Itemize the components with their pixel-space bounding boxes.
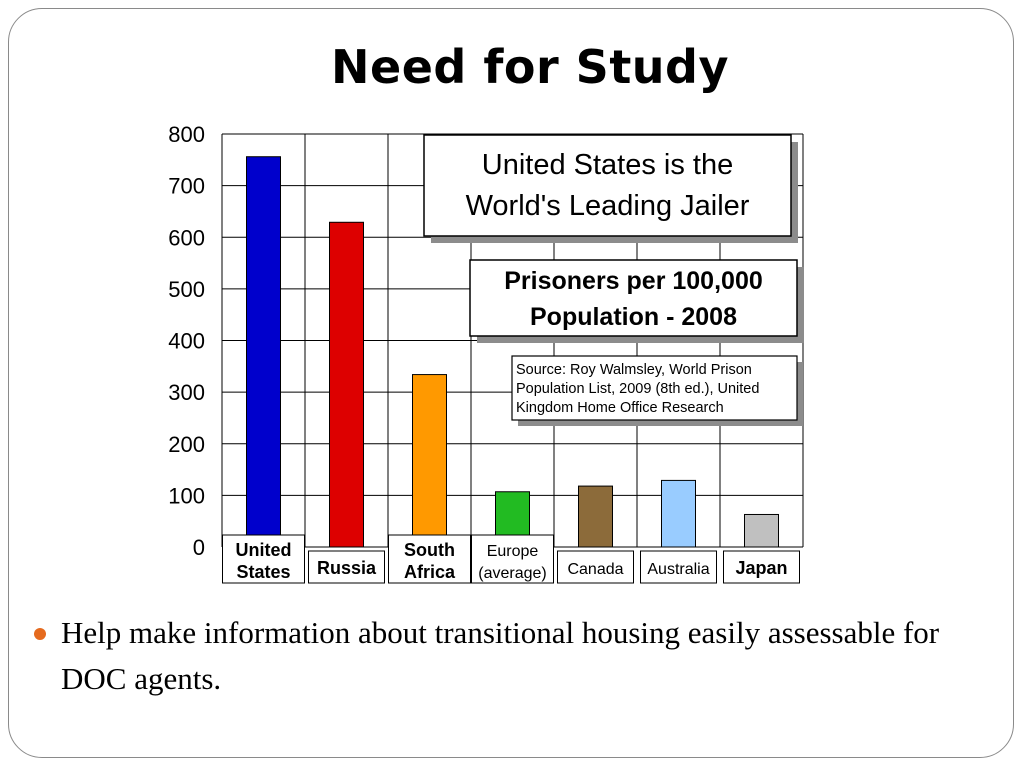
x-tick-label: Europe xyxy=(487,543,539,560)
headline-box xyxy=(423,134,792,237)
source-text: Source: Roy Walmsley, World Prison xyxy=(516,362,752,378)
x-tick-label: States xyxy=(236,562,290,582)
y-tick-label: 200 xyxy=(168,432,205,457)
source-box xyxy=(511,355,798,421)
category-label-box xyxy=(471,534,554,584)
category-label-box xyxy=(640,550,717,584)
headline-text: World's Leading Jailer xyxy=(466,190,750,222)
bar xyxy=(744,513,779,548)
y-tick-label: 100 xyxy=(168,483,205,508)
bullet-dot-icon xyxy=(34,628,46,640)
category-label-box xyxy=(308,550,385,584)
bar xyxy=(412,374,447,548)
subtitle-box xyxy=(469,259,798,337)
x-tick-label: Africa xyxy=(404,562,456,582)
bullet-text: Help make information about transitional… xyxy=(61,615,940,696)
subtitle-text: Population - 2008 xyxy=(530,303,737,331)
bar xyxy=(661,479,696,548)
category-label-box xyxy=(388,534,471,584)
x-tick-label: South xyxy=(404,540,455,560)
y-tick-label: 300 xyxy=(168,380,205,405)
category-label-box xyxy=(723,550,800,584)
y-tick-label: 700 xyxy=(168,174,205,199)
y-tick-label: 800 xyxy=(168,122,205,147)
x-tick-label: Australia xyxy=(647,561,709,578)
y-tick-label: 600 xyxy=(168,225,205,250)
subtitle-text: Prisoners per 100,000 xyxy=(504,267,763,295)
source-text: Population List, 2009 (8th ed.), United xyxy=(516,381,759,397)
bar xyxy=(329,221,364,548)
y-tick-label: 500 xyxy=(168,277,205,302)
x-tick-label: Japan xyxy=(735,558,787,578)
x-tick-label: United xyxy=(236,540,292,560)
bar xyxy=(246,156,281,548)
bar xyxy=(578,485,613,548)
slide-frame xyxy=(8,8,1014,758)
y-tick-label: 400 xyxy=(168,329,205,354)
category-label-box xyxy=(557,550,634,584)
slide-title: Need for Study xyxy=(331,40,729,94)
category-label-box xyxy=(222,534,305,584)
headline-text: United States is the xyxy=(482,149,733,181)
x-tick-label: Russia xyxy=(317,558,377,578)
y-tick-label: 0 xyxy=(193,535,205,560)
x-tick-label: (average) xyxy=(478,565,546,582)
source-text: Kingdom Home Office Research xyxy=(516,400,724,416)
x-tick-label: Canada xyxy=(567,561,623,578)
